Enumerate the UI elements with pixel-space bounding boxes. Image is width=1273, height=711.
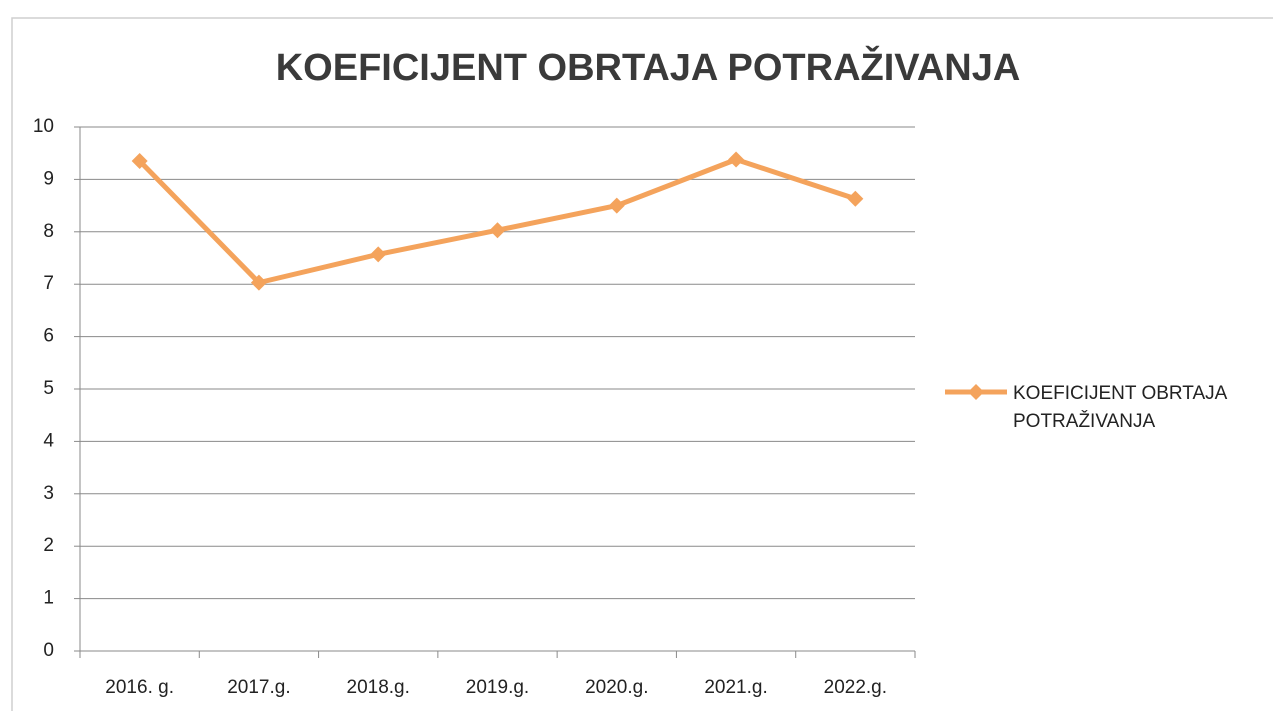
- x-tick-label: 2017.g.: [227, 677, 290, 698]
- x-tick-label: 2020.g.: [585, 677, 648, 698]
- x-tick-label: 2021.g.: [704, 677, 767, 698]
- y-tick-label: 7: [43, 273, 54, 294]
- chart-title: KOEFICIJENT OBRTAJA POTRAŽIVANJA: [276, 45, 1021, 89]
- y-tick-label: 9: [43, 168, 54, 189]
- chart-frame: [11, 17, 1273, 711]
- marker: [608, 197, 625, 214]
- y-tick-label: 4: [43, 430, 54, 451]
- marker: [131, 153, 148, 170]
- marker: [370, 246, 387, 263]
- y-tick-label: 2: [43, 535, 54, 556]
- x-tick-label: 2016. g.: [105, 677, 174, 698]
- marker: [728, 151, 745, 168]
- marker: [489, 222, 506, 239]
- y-tick-label: 3: [43, 483, 54, 504]
- line: [137, 156, 857, 286]
- y-tick-label: 0: [43, 640, 54, 661]
- y-tick-label: 1: [43, 588, 54, 609]
- x-tick-label: 2019.g.: [466, 677, 529, 698]
- legend-label: KOEFICIJENT OBRTAJA POTRAŽIVANJA: [1013, 383, 1227, 432]
- y-tick-label: 8: [43, 221, 54, 242]
- x-tick-label: 2022.g.: [824, 677, 887, 698]
- marker: [847, 190, 864, 207]
- y-tick-label: 6: [43, 326, 54, 347]
- y-tick-label: 10: [33, 116, 54, 137]
- x-tick-label: 2018.g.: [347, 677, 410, 698]
- y-tick-label: 5: [43, 378, 54, 399]
- marker: [250, 274, 267, 291]
- legend-marker: [968, 384, 984, 400]
